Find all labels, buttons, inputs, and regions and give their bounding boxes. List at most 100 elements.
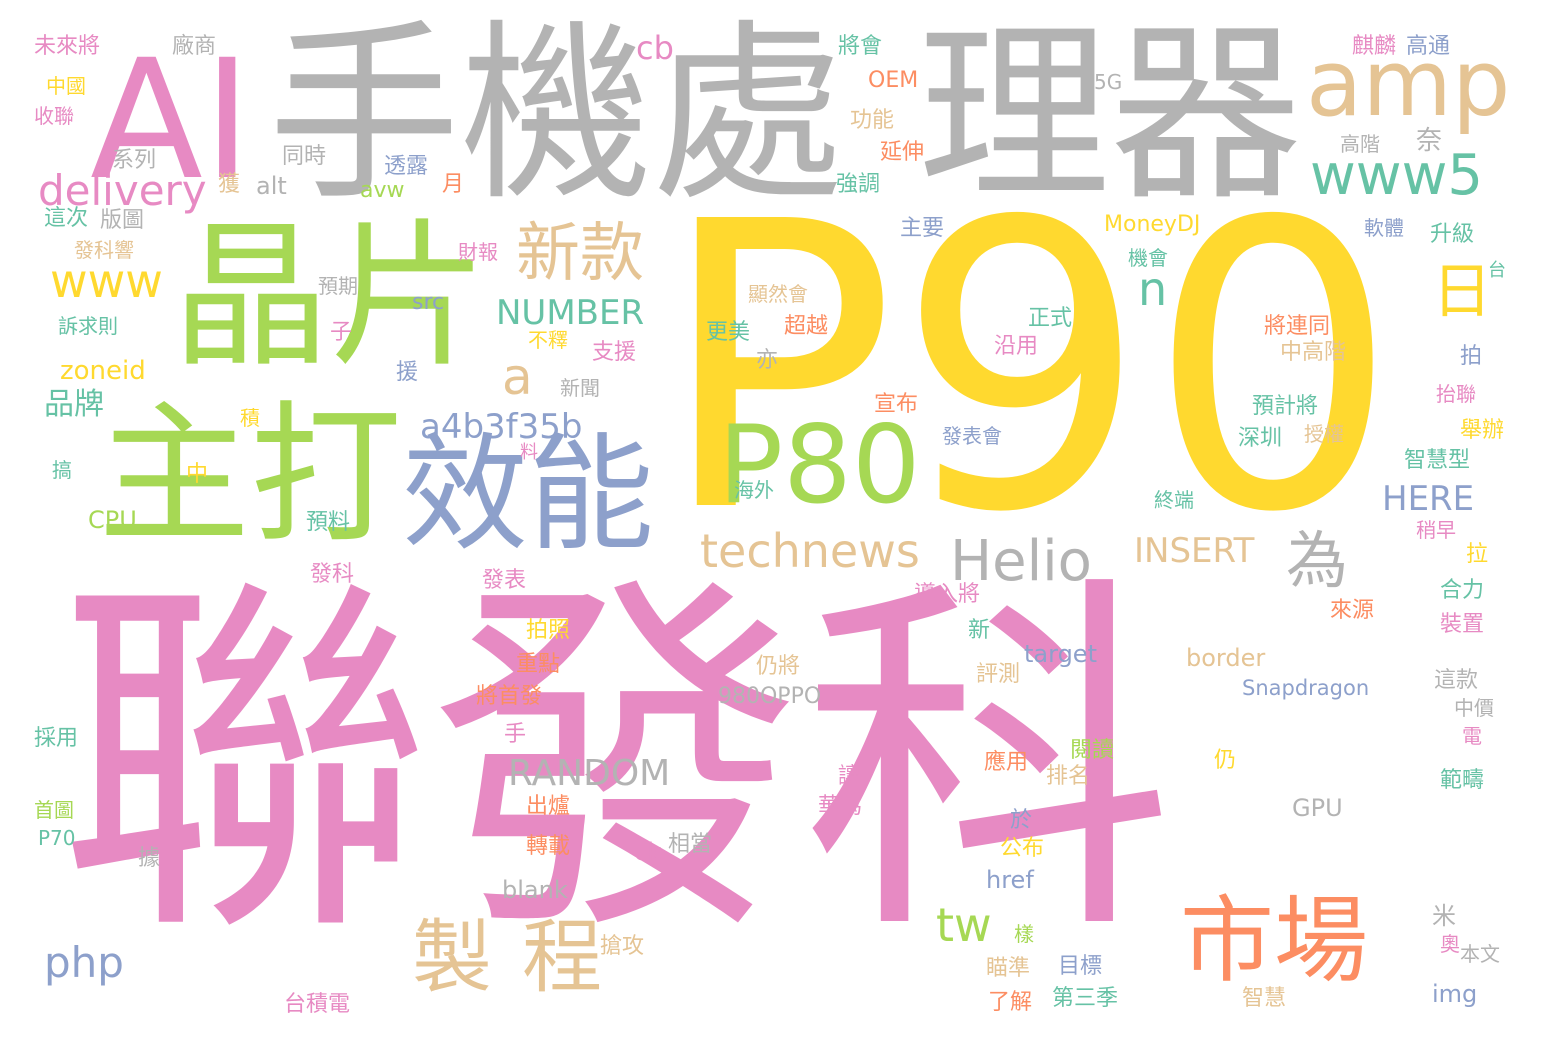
word-zhihui: 智慧 (1242, 988, 1286, 1010)
word-heli: 合力 (1440, 580, 1484, 602)
word-shaozao: 稍早 (1416, 520, 1456, 540)
word-shengji: 升級 (1430, 224, 1474, 246)
word-random: RANDOM (508, 756, 670, 792)
word-blank: blank (502, 878, 568, 902)
word-yuedu: 閱讀 (1070, 740, 1114, 762)
word-yi: 亦 (756, 350, 778, 372)
word-zhi: 製 (412, 918, 492, 998)
word-zhuangzhi: 裝置 (1440, 614, 1484, 636)
word-shenzhen: 深圳 (1238, 428, 1282, 450)
word-shoutu: 首圖 (34, 800, 74, 820)
word-cb: cb (636, 32, 674, 64)
word-a4b3f35b: a4b3f35b (420, 410, 583, 444)
word-a: a (502, 352, 533, 402)
word-wei: 為 (1286, 530, 1348, 592)
word-xilie: 系列 (112, 150, 156, 172)
word-yuan: 援 (396, 362, 418, 384)
word-xin: 新 (968, 620, 990, 642)
word-liao: 料 (520, 444, 538, 462)
word-tw: tw (936, 902, 992, 948)
word-ck: ck (634, 840, 661, 864)
word-juban: 舉辦 (1460, 420, 1504, 442)
word-dian: 電 (1462, 726, 1482, 746)
word-www: www (50, 258, 163, 304)
word-pinpai: 品牌 (44, 390, 104, 420)
word-yuliao: 預料 (306, 512, 350, 534)
word-caiyong: 採用 (34, 728, 78, 750)
word-chulu: 出爐 (526, 796, 570, 818)
word-yuqi: 預期 (318, 276, 358, 296)
word-nai: 奈 (1416, 128, 1442, 154)
word-yue: 月 (442, 174, 464, 196)
word-pai: 拍 (1460, 346, 1482, 368)
word-snapdragon: Snapdragon (1242, 678, 1369, 699)
word-liaojie: 了解 (988, 992, 1032, 1014)
word-qilin: 麒麟 (1352, 36, 1396, 58)
word-moneydj: MoneyDJ (1104, 214, 1200, 236)
word-zhong: 中 (186, 464, 208, 486)
word-yingyong: 應用 (984, 752, 1028, 774)
word-target: target (1024, 642, 1097, 666)
word-xuanbu: 宣布 (874, 394, 918, 416)
word-toulu: 透露 (384, 156, 428, 178)
word-here: HERE (1382, 482, 1474, 516)
word-tailian: 抬聯 (1436, 384, 1476, 404)
word-tongshi: 同時 (282, 146, 326, 168)
word-pingce: 評測 (976, 664, 1020, 686)
word-xinkuan: 新款 (516, 222, 644, 286)
word-ruanti: 軟體 (1364, 218, 1404, 238)
word-daorujiang: 導入將 (914, 584, 980, 606)
word-n: n (1138, 266, 1167, 312)
word-gaojie: 高階 (1340, 134, 1380, 154)
word-yujijiang: 預計將 (1252, 396, 1318, 418)
word-xianranhui: 顯然會 (748, 284, 808, 304)
word-href: href (986, 868, 1034, 892)
word-ji: 積 (240, 408, 260, 428)
word-suqiuze: 訴求則 (58, 316, 118, 336)
word-paiming: 排名 (1046, 766, 1090, 788)
word-zhuyao: 主要 (900, 218, 944, 240)
word-fake: 發科 (310, 564, 354, 586)
word-zhongjia: 中價 (1454, 698, 1494, 718)
word-bantu: 版圖 (100, 210, 144, 232)
word-gengmei: 更美 (706, 322, 750, 344)
word-jiangshoufa: 將首發 (476, 686, 542, 708)
word-avw: avw (360, 180, 405, 202)
word-zheci: 這次 (44, 208, 88, 230)
word-xiangdang: 相當 (668, 834, 712, 856)
word-p80: P80 (718, 412, 921, 520)
word-disanji: 第三季 (1052, 988, 1118, 1010)
word-weilaijiang: 未來將 (34, 36, 100, 58)
word-mi: 米 (1432, 904, 1456, 928)
word-mubiao: 目標 (1058, 956, 1102, 978)
word-5g: 5G (1094, 72, 1122, 92)
word-jiangliantong: 將連同 (1264, 316, 1330, 338)
word-huawei: 華為 (818, 796, 862, 818)
word-zi: 子 (330, 322, 352, 344)
word-zhengshi: 正式 (1028, 308, 1072, 330)
word-fabiao: 發表 (482, 570, 526, 592)
word-shoulian: 收聯 (34, 106, 74, 126)
word-jianghui: 將會 (838, 36, 882, 58)
word-alt: alt (256, 174, 287, 198)
word-ju: 據 (138, 848, 160, 870)
word-yang: 樣 (1014, 924, 1034, 944)
word-zhekuan: 這款 (1434, 670, 1478, 692)
word-paizhao: 拍照 (526, 620, 570, 642)
word-border: border (1186, 646, 1265, 670)
word-technews: technews (700, 528, 920, 574)
word-gpu: GPU (1292, 796, 1343, 820)
word-gao: 搞 (52, 460, 72, 480)
word-zhongguo: 中國 (46, 76, 86, 96)
word-php: php (44, 942, 124, 984)
word-gongbu: 公布 (1000, 838, 1044, 860)
word-cheng: 程 (522, 918, 602, 998)
word-980oppo: 980OPPO (718, 686, 821, 708)
word-caibao: 財報 (458, 242, 498, 262)
word-qianggong: 搶攻 (600, 936, 644, 958)
word-shou: 手 (504, 724, 526, 746)
word-taijidian: 台積電 (284, 994, 350, 1016)
word-ao: 奧 (1440, 934, 1460, 954)
word-zhiyuan: 支援 (592, 342, 636, 364)
